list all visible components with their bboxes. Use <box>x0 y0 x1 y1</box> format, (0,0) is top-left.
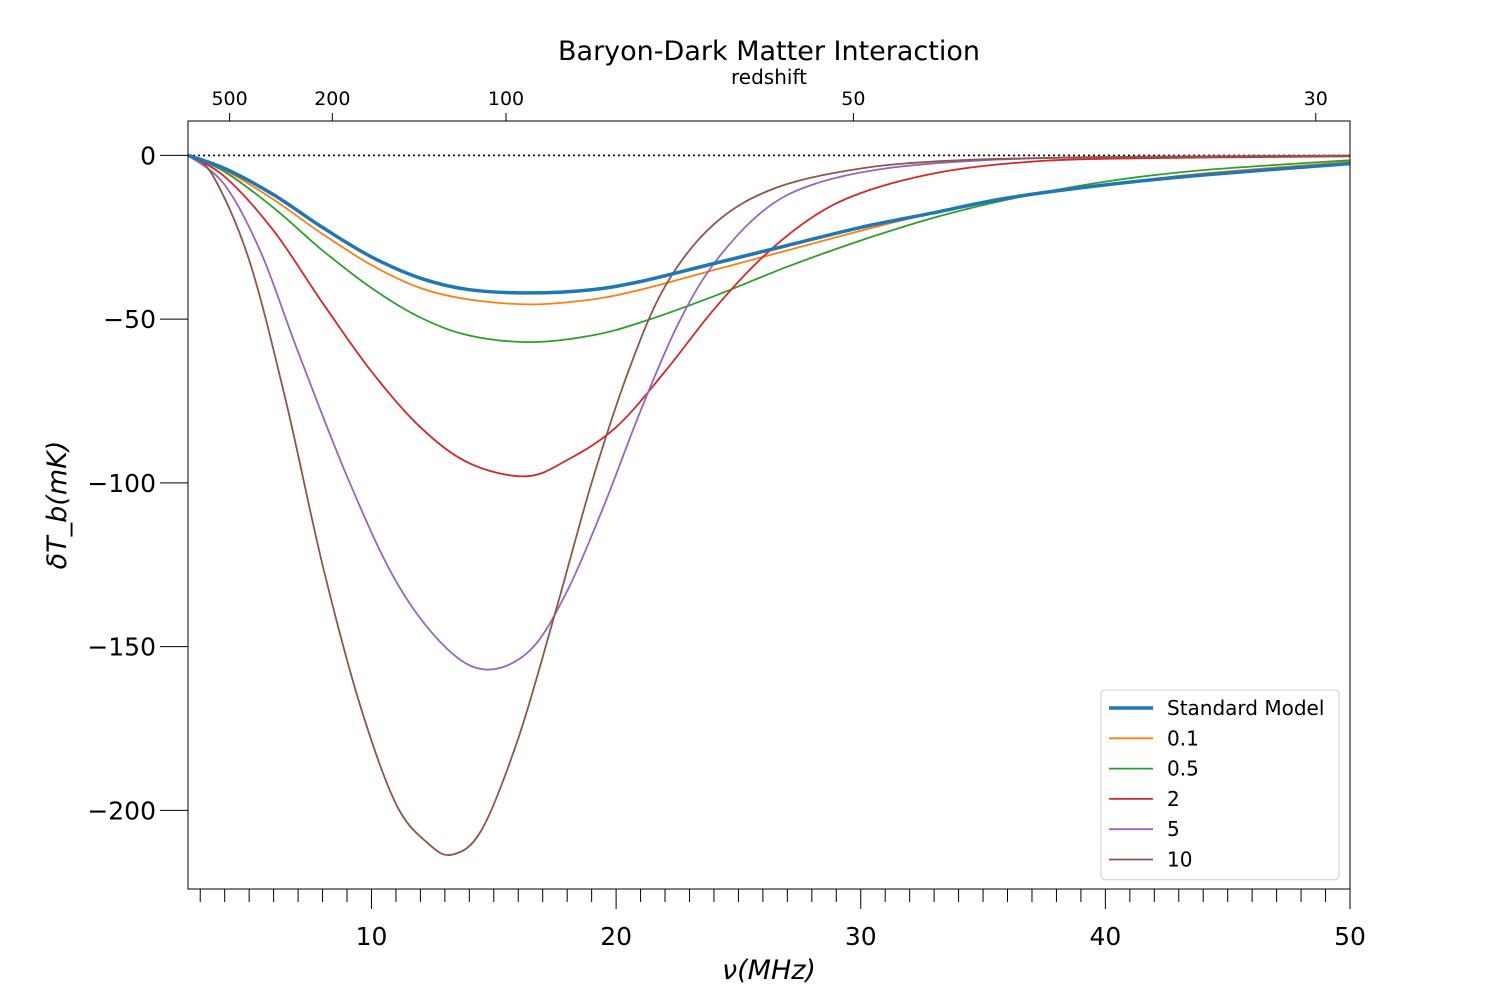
legend-box <box>1100 689 1340 881</box>
y-tick-label: −150 <box>87 633 156 662</box>
legend-label: 0.5 <box>1167 757 1199 781</box>
legend-label: 5 <box>1167 817 1180 841</box>
x-tick-label: 30 <box>845 922 877 951</box>
series-line-5 <box>187 154 1351 671</box>
x-tick-label: 50 <box>1334 922 1366 951</box>
legend-label: 2 <box>1167 787 1180 811</box>
plot-frame <box>187 120 1351 890</box>
series-line-2 <box>187 154 1351 478</box>
legend-label: Standard Model <box>1167 696 1324 720</box>
x-tick-label: 40 <box>1089 922 1121 951</box>
redshift-tick-label: 100 <box>488 88 524 110</box>
series-line-standard-model <box>187 153 1351 295</box>
x-tick-label: 10 <box>356 922 388 951</box>
series-line-0-5 <box>187 154 1351 343</box>
chart-title: Baryon-Dark Matter Interaction <box>558 36 980 67</box>
redshift-axis-label: redshift <box>731 65 807 89</box>
y-tick-label: −100 <box>87 469 156 498</box>
redshift-tick-label: 30 <box>1304 88 1328 110</box>
redshift-tick-label: 50 <box>841 88 865 110</box>
y-axis-label: δT_b(mK) <box>42 441 73 570</box>
legend-label: 10 <box>1167 848 1192 872</box>
legend-label: 0.1 <box>1167 726 1199 750</box>
redshift-tick-label: 500 <box>211 88 247 110</box>
x-axis-label: ν(MHz) <box>722 955 816 986</box>
y-tick-label: −50 <box>103 305 156 334</box>
y-tick-label: −200 <box>87 796 156 825</box>
x-tick-label: 20 <box>600 922 632 951</box>
series-line-10 <box>187 154 1351 856</box>
y-tick-label: 0 <box>140 141 156 170</box>
redshift-tick-label: 200 <box>314 88 350 110</box>
